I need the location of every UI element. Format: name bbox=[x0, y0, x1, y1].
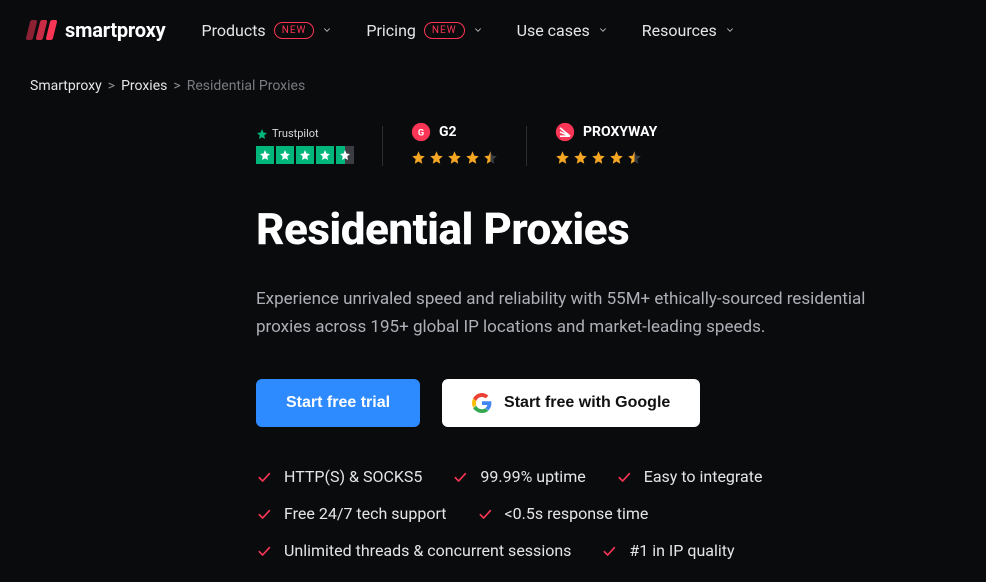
star-icon bbox=[429, 150, 444, 169]
nav-item-pricing[interactable]: Pricing NEW bbox=[366, 21, 482, 40]
breadcrumb-link[interactable]: Proxies bbox=[121, 78, 167, 94]
star-icon bbox=[411, 150, 426, 169]
g2-stars bbox=[411, 150, 498, 169]
primary-nav: Products NEW Pricing NEW Use cases Resources bbox=[201, 21, 734, 40]
main-content: Trustpilot G G2 PROXYWAY Residential Pro… bbox=[0, 94, 986, 560]
check-icon bbox=[256, 469, 272, 485]
nav-item-products[interactable]: Products NEW bbox=[201, 21, 332, 40]
nav-label: Products bbox=[201, 21, 265, 40]
page-subtitle: Experience unrivaled speed and reliabili… bbox=[256, 285, 896, 341]
feature-item: 99.99% uptime bbox=[452, 467, 585, 486]
brand-name: smartproxy bbox=[65, 18, 165, 42]
top-nav: smartproxy Products NEW Pricing NEW Use case… bbox=[0, 0, 986, 48]
star-icon bbox=[627, 150, 642, 169]
feature-item: Free 24/7 tech support bbox=[256, 504, 447, 523]
breadcrumb-current: Residential Proxies bbox=[187, 78, 306, 94]
trustpilot-label: Trustpilot bbox=[272, 127, 319, 140]
star-icon bbox=[465, 150, 480, 169]
divider bbox=[382, 126, 383, 166]
feature-text: Easy to integrate bbox=[644, 467, 763, 486]
star-icon bbox=[573, 150, 588, 169]
feature-row: Unlimited threads & concurrent sessions #… bbox=[256, 541, 986, 560]
trustpilot-badge: Trustpilot bbox=[256, 127, 354, 164]
new-badge: NEW bbox=[274, 22, 315, 39]
g2-badge: G G2 bbox=[411, 122, 498, 169]
feature-list: HTTP(S) & SOCKS5 99.99% uptime Easy to int… bbox=[256, 467, 986, 560]
proxyway-stars bbox=[555, 150, 657, 169]
star-icon bbox=[609, 150, 624, 169]
trustpilot-star-icon bbox=[256, 146, 274, 164]
proxyway-logo-icon bbox=[555, 122, 575, 142]
nav-item-use-cases[interactable]: Use cases bbox=[517, 21, 608, 40]
feature-item: Unlimited threads & concurrent sessions bbox=[256, 541, 571, 560]
breadcrumb-sep: > bbox=[108, 78, 115, 94]
feature-text: HTTP(S) & SOCKS5 bbox=[284, 467, 422, 486]
feature-text: Free 24/7 tech support bbox=[284, 504, 447, 523]
trustpilot-star-icon bbox=[296, 146, 314, 164]
brand-logo-icon bbox=[28, 20, 55, 40]
cta-google-label: Start free with Google bbox=[504, 394, 670, 412]
star-icon bbox=[447, 150, 462, 169]
trust-badges: Trustpilot G G2 PROXYWAY bbox=[256, 122, 986, 169]
start-with-google-button[interactable]: Start free with Google bbox=[442, 379, 700, 427]
check-icon bbox=[601, 543, 617, 559]
breadcrumb-sep: > bbox=[173, 78, 180, 94]
trustpilot-star-icon bbox=[256, 128, 268, 140]
check-icon bbox=[616, 469, 632, 485]
cta-row: Start free trial Start free with Google bbox=[256, 379, 986, 427]
chevron-down-icon bbox=[322, 25, 332, 35]
new-badge: NEW bbox=[424, 22, 465, 39]
cta-primary-label: Start free trial bbox=[286, 394, 390, 412]
g2-label: G2 bbox=[439, 124, 457, 140]
feature-row: HTTP(S) & SOCKS5 99.99% uptime Easy to int… bbox=[256, 467, 986, 486]
feature-item: #1 in IP quality bbox=[601, 541, 734, 560]
feature-text: Unlimited threads & concurrent sessions bbox=[284, 541, 571, 560]
feature-item: Easy to integrate bbox=[616, 467, 763, 486]
start-free-trial-button[interactable]: Start free trial bbox=[256, 379, 420, 427]
trustpilot-stars bbox=[256, 146, 354, 164]
check-icon bbox=[256, 506, 272, 522]
svg-text:G: G bbox=[418, 128, 424, 138]
trustpilot-star-icon bbox=[336, 146, 354, 164]
breadcrumb: Smartproxy > Proxies > Residential Proxies bbox=[0, 48, 986, 94]
feature-text: #1 in IP quality bbox=[629, 541, 734, 560]
star-icon bbox=[555, 150, 570, 169]
google-logo-icon bbox=[472, 393, 492, 413]
feature-row: Free 24/7 tech support <0.5s response tim… bbox=[256, 504, 986, 523]
check-icon bbox=[256, 543, 272, 559]
nav-label: Use cases bbox=[517, 21, 590, 40]
g2-logo-icon: G bbox=[411, 122, 431, 142]
star-icon bbox=[591, 150, 606, 169]
trustpilot-star-icon bbox=[316, 146, 334, 164]
breadcrumb-link[interactable]: Smartproxy bbox=[30, 78, 102, 94]
trustpilot-star-icon bbox=[276, 146, 294, 164]
chevron-down-icon bbox=[598, 25, 608, 35]
brand[interactable]: smartproxy bbox=[28, 18, 165, 42]
chevron-down-icon bbox=[725, 25, 735, 35]
nav-label: Pricing bbox=[366, 21, 416, 40]
feature-text: <0.5s response time bbox=[505, 504, 649, 523]
divider bbox=[526, 126, 527, 166]
proxyway-label: PROXYWAY bbox=[583, 124, 657, 140]
nav-item-resources[interactable]: Resources bbox=[642, 21, 735, 40]
feature-item: HTTP(S) & SOCKS5 bbox=[256, 467, 422, 486]
page-title: Residential Proxies bbox=[256, 203, 986, 255]
nav-label: Resources bbox=[642, 21, 717, 40]
chevron-down-icon bbox=[473, 25, 483, 35]
proxyway-badge: PROXYWAY bbox=[555, 122, 657, 169]
check-icon bbox=[452, 469, 468, 485]
feature-item: <0.5s response time bbox=[477, 504, 649, 523]
feature-text: 99.99% uptime bbox=[480, 467, 585, 486]
check-icon bbox=[477, 506, 493, 522]
star-icon bbox=[483, 150, 498, 169]
